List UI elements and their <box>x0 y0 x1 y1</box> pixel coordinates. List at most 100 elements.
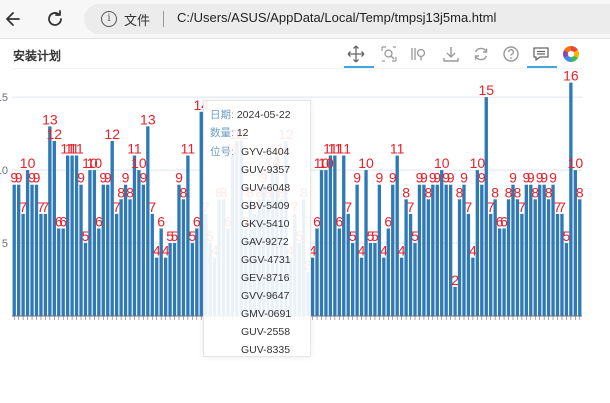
tooltip-position-item: GGV-4731 <box>241 254 291 266</box>
bar-data-label: 7 <box>465 199 473 215</box>
bar <box>119 199 123 316</box>
bar <box>413 243 417 316</box>
zoom-icon[interactable] <box>380 45 398 63</box>
tooltip-position-item: GMV-0691 <box>241 308 292 320</box>
bar <box>190 243 195 316</box>
bar <box>462 184 466 316</box>
bar-data-label: 7 <box>19 199 27 215</box>
bar-data-label: 7 <box>42 199 50 215</box>
bar <box>399 257 404 316</box>
bar <box>395 155 399 316</box>
bar <box>88 170 92 316</box>
tooltip-count-key: 数量: <box>210 127 234 139</box>
bar-data-label: 6 <box>193 213 201 229</box>
help-icon[interactable] <box>502 45 520 63</box>
bar <box>186 155 190 316</box>
bar-data-label: 7 <box>518 199 526 215</box>
bar-data-label: 9 <box>536 170 544 186</box>
reload-icon[interactable] <box>42 6 68 32</box>
bar <box>520 213 524 316</box>
bar-data-label: 9 <box>77 170 85 186</box>
back-arrow-icon[interactable] <box>2 6 28 32</box>
tooltip-position-item: GYV-6404 <box>241 146 290 158</box>
url-text[interactable]: C:/Users/ASUS/AppData/Local/Temp/tmpsj13… <box>177 10 497 25</box>
bar <box>502 228 506 316</box>
y-tick-label: 10 <box>0 165 8 177</box>
bar-data-label: 6 <box>95 213 103 229</box>
bar <box>511 184 515 316</box>
bar-data-label: 11 <box>69 141 84 157</box>
bar <box>484 97 488 316</box>
bar <box>97 228 101 316</box>
zoom-reset-icon[interactable] <box>410 45 428 63</box>
bar <box>506 199 511 316</box>
bar-data-label: 9 <box>33 170 41 186</box>
bar <box>195 228 199 316</box>
bar <box>61 228 65 316</box>
bar <box>542 184 546 316</box>
bar <box>346 213 350 316</box>
bar <box>319 170 324 316</box>
bar-data-label: 4 <box>153 243 161 259</box>
bar <box>43 213 48 316</box>
bar-data-label: 5 <box>171 228 179 244</box>
bar-data-label: 11 <box>323 141 338 157</box>
bar <box>34 184 39 316</box>
bar-data-label: 10 <box>20 155 36 171</box>
bar-data-label: 9 <box>122 170 130 186</box>
bar <box>555 213 560 316</box>
bar <box>404 199 408 316</box>
bar-data-label: 5 <box>371 228 379 244</box>
bar <box>150 213 154 316</box>
bar-data-label: 9 <box>509 170 517 186</box>
bar-data-label: 13 <box>42 111 58 127</box>
move-icon[interactable] <box>347 45 365 63</box>
bar-data-label: 7 <box>407 199 415 215</box>
bar-data-label: 8 <box>117 184 125 200</box>
bar-data-label: 5 <box>166 228 174 244</box>
bar-data-label: 7 <box>487 199 495 215</box>
bar-data-label: 8 <box>424 184 432 200</box>
bar-data-label: 10 <box>314 155 330 171</box>
download-icon[interactable] <box>442 45 460 63</box>
bar <box>114 213 119 316</box>
bar-data-label: 6 <box>384 213 392 229</box>
bar <box>146 126 150 317</box>
bar <box>337 228 341 316</box>
bar-data-label: 9 <box>478 170 486 186</box>
bar <box>163 257 168 316</box>
bar-data-label: 4 <box>358 243 366 259</box>
bar <box>364 170 368 316</box>
bar-data-label: 9 <box>442 170 450 186</box>
data-view-icon[interactable] <box>532 45 550 63</box>
bar-data-label: 11 <box>390 141 405 157</box>
bar-data-label: 5 <box>367 228 375 244</box>
bar <box>551 184 555 316</box>
info-icon[interactable]: i <box>101 11 117 27</box>
bar <box>132 155 137 316</box>
y-tick-label: 5 <box>2 238 8 250</box>
bar <box>453 286 457 316</box>
y-tick-label: 15 <box>0 92 8 104</box>
bar-data-label: 9 <box>353 170 361 186</box>
bar-data-label: 11 <box>60 141 75 157</box>
bar <box>123 184 128 316</box>
bar-data-label: 7 <box>344 199 352 215</box>
bar-data-label: 9 <box>10 170 18 186</box>
bar-data-label: 9 <box>429 170 437 186</box>
bar-data-label: 11 <box>65 141 80 157</box>
bar <box>181 199 186 316</box>
tooltip: 日期: 2024-05-22 数量: 12 位号: GYV-6404 GUV-93… <box>203 100 311 357</box>
bar-data-label: 4 <box>469 243 477 259</box>
chart-type-icon[interactable] <box>562 45 580 63</box>
refresh-icon[interactable] <box>472 45 490 63</box>
bar-data-label: 9 <box>540 170 548 186</box>
bar-data-label: 6 <box>157 213 165 229</box>
bar <box>17 184 21 316</box>
address-bar[interactable] <box>84 4 610 34</box>
bar-chart: 51015 9971099771312661111119510106991278… <box>0 68 584 320</box>
bar-data-label: 7 <box>148 199 156 215</box>
bar <box>30 184 34 316</box>
bar <box>515 199 520 316</box>
bar <box>168 243 172 316</box>
